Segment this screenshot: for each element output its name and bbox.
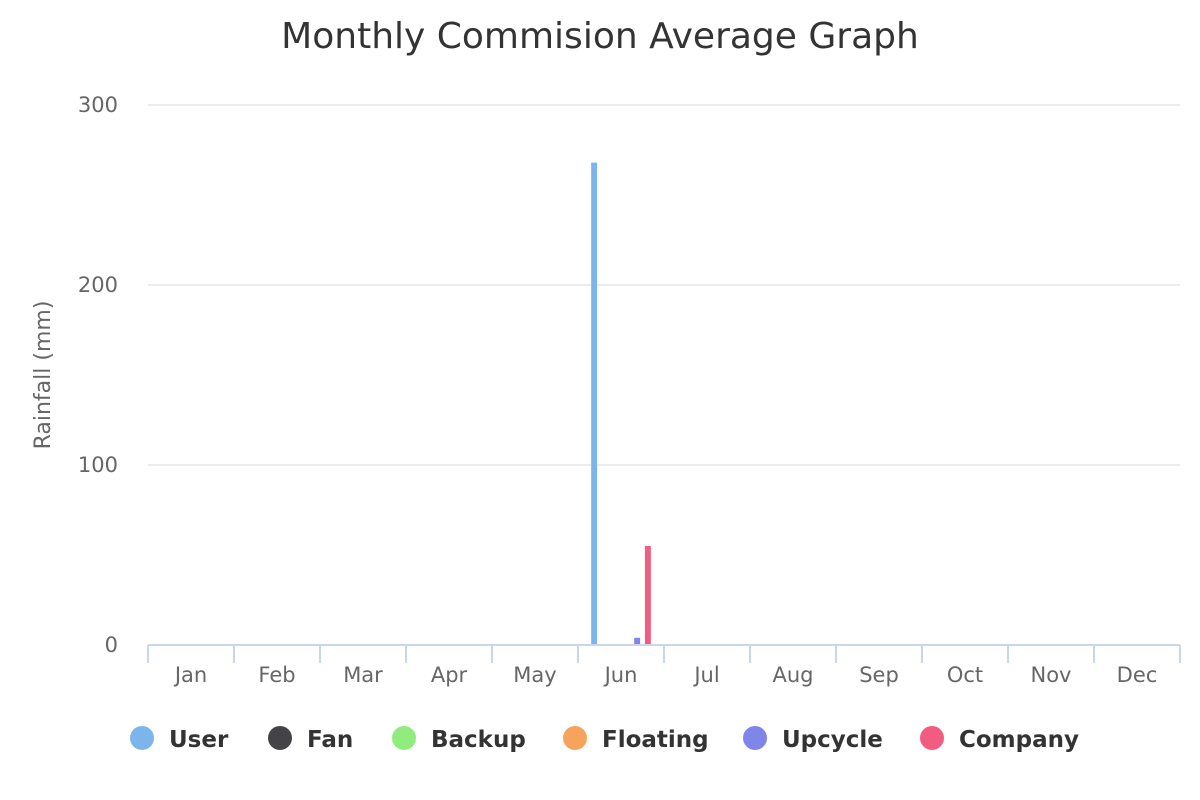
y-tick-label: 0: [105, 633, 118, 657]
x-tick-label: Nov: [1031, 663, 1072, 687]
y-tick-label: 100: [78, 453, 118, 477]
legend-item-upcycle[interactable]: Upcycle: [743, 726, 883, 753]
x-tick-label: Jan: [173, 663, 207, 687]
legend-marker: [920, 726, 944, 750]
bar-upcycle-jun[interactable]: [634, 637, 641, 645]
bar-company-jun[interactable]: [644, 546, 651, 645]
y-tick-label: 200: [78, 273, 118, 297]
x-tick-label: May: [513, 663, 556, 687]
chart-title: Monthly Commision Average Graph: [281, 16, 919, 57]
legend-label: Backup: [431, 727, 526, 753]
bar-user-jun[interactable]: [591, 162, 598, 645]
y-axis-ticks: 0 100 200 300: [78, 93, 118, 657]
x-tick-label: Apr: [431, 663, 468, 687]
legend-marker: [392, 726, 416, 750]
x-tick-label: Mar: [343, 663, 383, 687]
x-tick-label: Oct: [947, 663, 983, 687]
legend-item-floating[interactable]: Floating: [563, 726, 709, 753]
y-axis-title: Rainfall (mm): [31, 301, 56, 450]
x-axis-ticks: Jan Feb Mar Apr May Jun Jul Aug Sep Oct Nov Dec: [173, 663, 1158, 687]
legend-label: Company: [959, 727, 1079, 753]
legend-marker: [268, 726, 292, 750]
legend-item-backup[interactable]: Backup: [392, 726, 526, 753]
legend-label: Fan: [307, 727, 353, 753]
legend-item-user[interactable]: User: [130, 726, 229, 753]
x-tick-label: Sep: [859, 663, 899, 687]
x-tick-label: Jul: [692, 663, 719, 687]
legend-item-fan[interactable]: Fan: [268, 726, 353, 753]
x-tick-label: Dec: [1117, 663, 1158, 687]
legend-marker: [563, 726, 587, 750]
x-tick-label: Jun: [603, 663, 638, 687]
legend-label: Floating: [602, 727, 709, 753]
legend-label: User: [169, 727, 229, 753]
x-axis: [147, 644, 1181, 663]
x-tick-label: Aug: [772, 663, 813, 687]
legend: User Fan Backup Floating Upcycle Company: [130, 726, 1079, 753]
legend-marker: [130, 726, 154, 750]
legend-marker: [743, 726, 767, 750]
grid-lines: [148, 104, 1180, 466]
legend-item-company[interactable]: Company: [920, 726, 1079, 753]
y-tick-label: 300: [78, 93, 118, 117]
bars: [591, 162, 651, 645]
legend-label: Upcycle: [782, 727, 883, 753]
x-tick-label: Feb: [258, 663, 295, 687]
